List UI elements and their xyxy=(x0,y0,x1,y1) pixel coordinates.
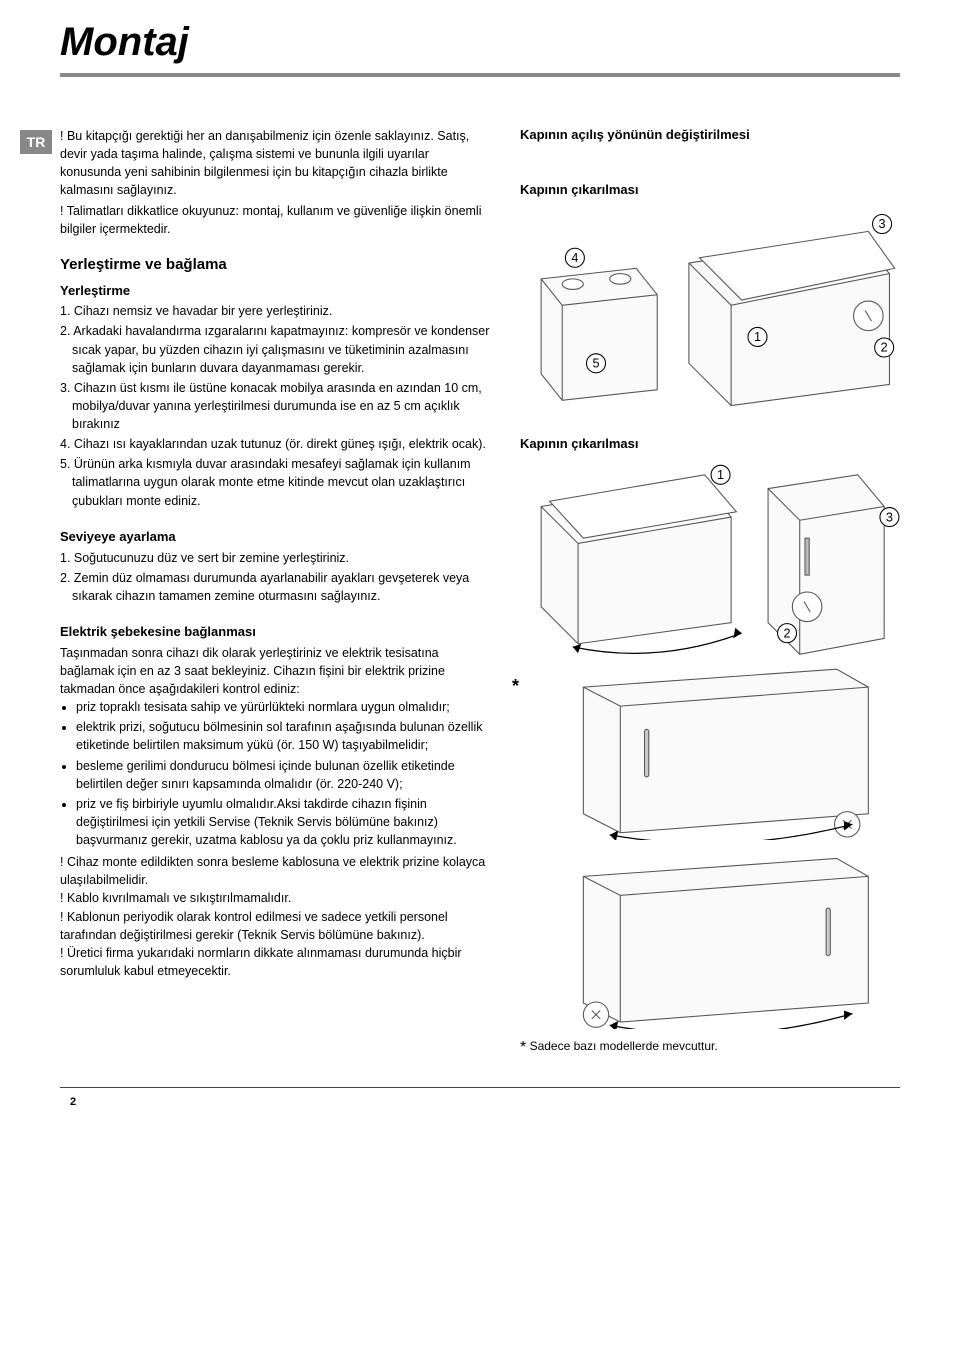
callout-d2-3: 3 xyxy=(886,510,893,524)
intro-para-1: ! Bu kitapçığı gerektiği her an danışabi… xyxy=(60,127,490,200)
callout-3: 3 xyxy=(879,217,886,231)
electrical-intro: Taşınmadan sonra cihazı dik olarak yerle… xyxy=(60,644,490,698)
electrical-subheading: Elektrik şebekesine bağlanması xyxy=(60,623,490,642)
elec-warn-2: ! Kablo kıvrılmamalı ve sıkıştırılmamalı… xyxy=(60,889,490,907)
elec-bullet-2: elektrik prizi, soğutucu bölmesinin sol … xyxy=(76,718,490,754)
elec-bullet-1: priz topraklı tesisata sahip ve yürürlük… xyxy=(76,698,490,716)
footnote: * Sadece bazı modellerde mevcuttur. xyxy=(520,1039,900,1057)
placement-item-4: 4. Cihazı ısı kayaklarından uzak tutunuz… xyxy=(60,435,490,453)
level-item-2: 2. Zemin düz olmaması durumunda ayarlana… xyxy=(60,569,490,605)
footer-rule xyxy=(60,1087,900,1088)
callout-4: 4 xyxy=(571,251,578,265)
placement-item-1: 1. Cihazı nemsiz ve havadar bir yere yer… xyxy=(60,302,490,320)
level-item-1: 1. Soğutucunuzu düz ve sert bir zemine y… xyxy=(60,549,490,567)
elec-warn-4: ! Üretici firma yukarıdaki normların dik… xyxy=(60,944,490,980)
diagram-fridge-front-upper xyxy=(520,666,900,840)
page-number: 2 xyxy=(70,1096,900,1108)
title-underline xyxy=(60,73,900,77)
callout-d2-1: 1 xyxy=(717,468,724,482)
page-title: Montaj xyxy=(60,20,900,65)
intro-para-2: ! Talimatları dikkatlice okuyunuz: monta… xyxy=(60,202,490,238)
placement-item-3: 3. Cihazın üst kısmı ile üstüne konacak … xyxy=(60,379,490,433)
diagram-door-top: 4 5 1 2 3 xyxy=(520,205,900,416)
callout-1: 1 xyxy=(754,330,761,344)
level-subheading: Seviyeye ayarlama xyxy=(60,528,490,547)
diagram-door-units: 1 2 3 xyxy=(520,459,900,660)
remove-door-heading-1: Kapının çıkarılması xyxy=(520,182,900,197)
elec-warn-1: ! Cihaz monte edildikten sonra besleme k… xyxy=(60,853,490,889)
placement-item-5: 5. Ürünün arka kısmıyla duvar arasındaki… xyxy=(60,455,490,509)
placement-heading: Yerleştirme ve bağlama xyxy=(60,254,490,276)
placement-subheading: Yerleştirme xyxy=(60,282,490,301)
callout-5: 5 xyxy=(592,357,599,371)
elec-bullet-4: priz ve fiş birbiriyle uyumlu olmalıdır.… xyxy=(76,795,490,849)
star-icon: * xyxy=(512,676,519,697)
language-tab: TR xyxy=(20,130,52,154)
placement-item-2: 2. Arkadaki havalandırma ızgaralarını ka… xyxy=(60,322,490,376)
change-direction-heading: Kapının açılış yönünün değiştirilmesi xyxy=(520,127,900,142)
remove-door-heading-2: Kapının çıkarılması xyxy=(520,436,900,451)
callout-d2-2: 2 xyxy=(784,626,791,640)
elec-warn-3: ! Kablonun periyodik olarak kontrol edil… xyxy=(60,908,490,944)
diagram-fridge-front-lower xyxy=(520,850,900,1029)
left-column: ! Bu kitapçığı gerektiği her an danışabi… xyxy=(60,127,490,1057)
callout-2: 2 xyxy=(881,341,888,355)
elec-bullet-3: besleme gerilimi dondurucu bölmesi içind… xyxy=(76,757,490,793)
footnote-text: Sadece bazı modellerde mevcuttur. xyxy=(530,1039,718,1053)
right-column: Kapının açılış yönünün değiştirilmesi Ka… xyxy=(520,127,900,1057)
